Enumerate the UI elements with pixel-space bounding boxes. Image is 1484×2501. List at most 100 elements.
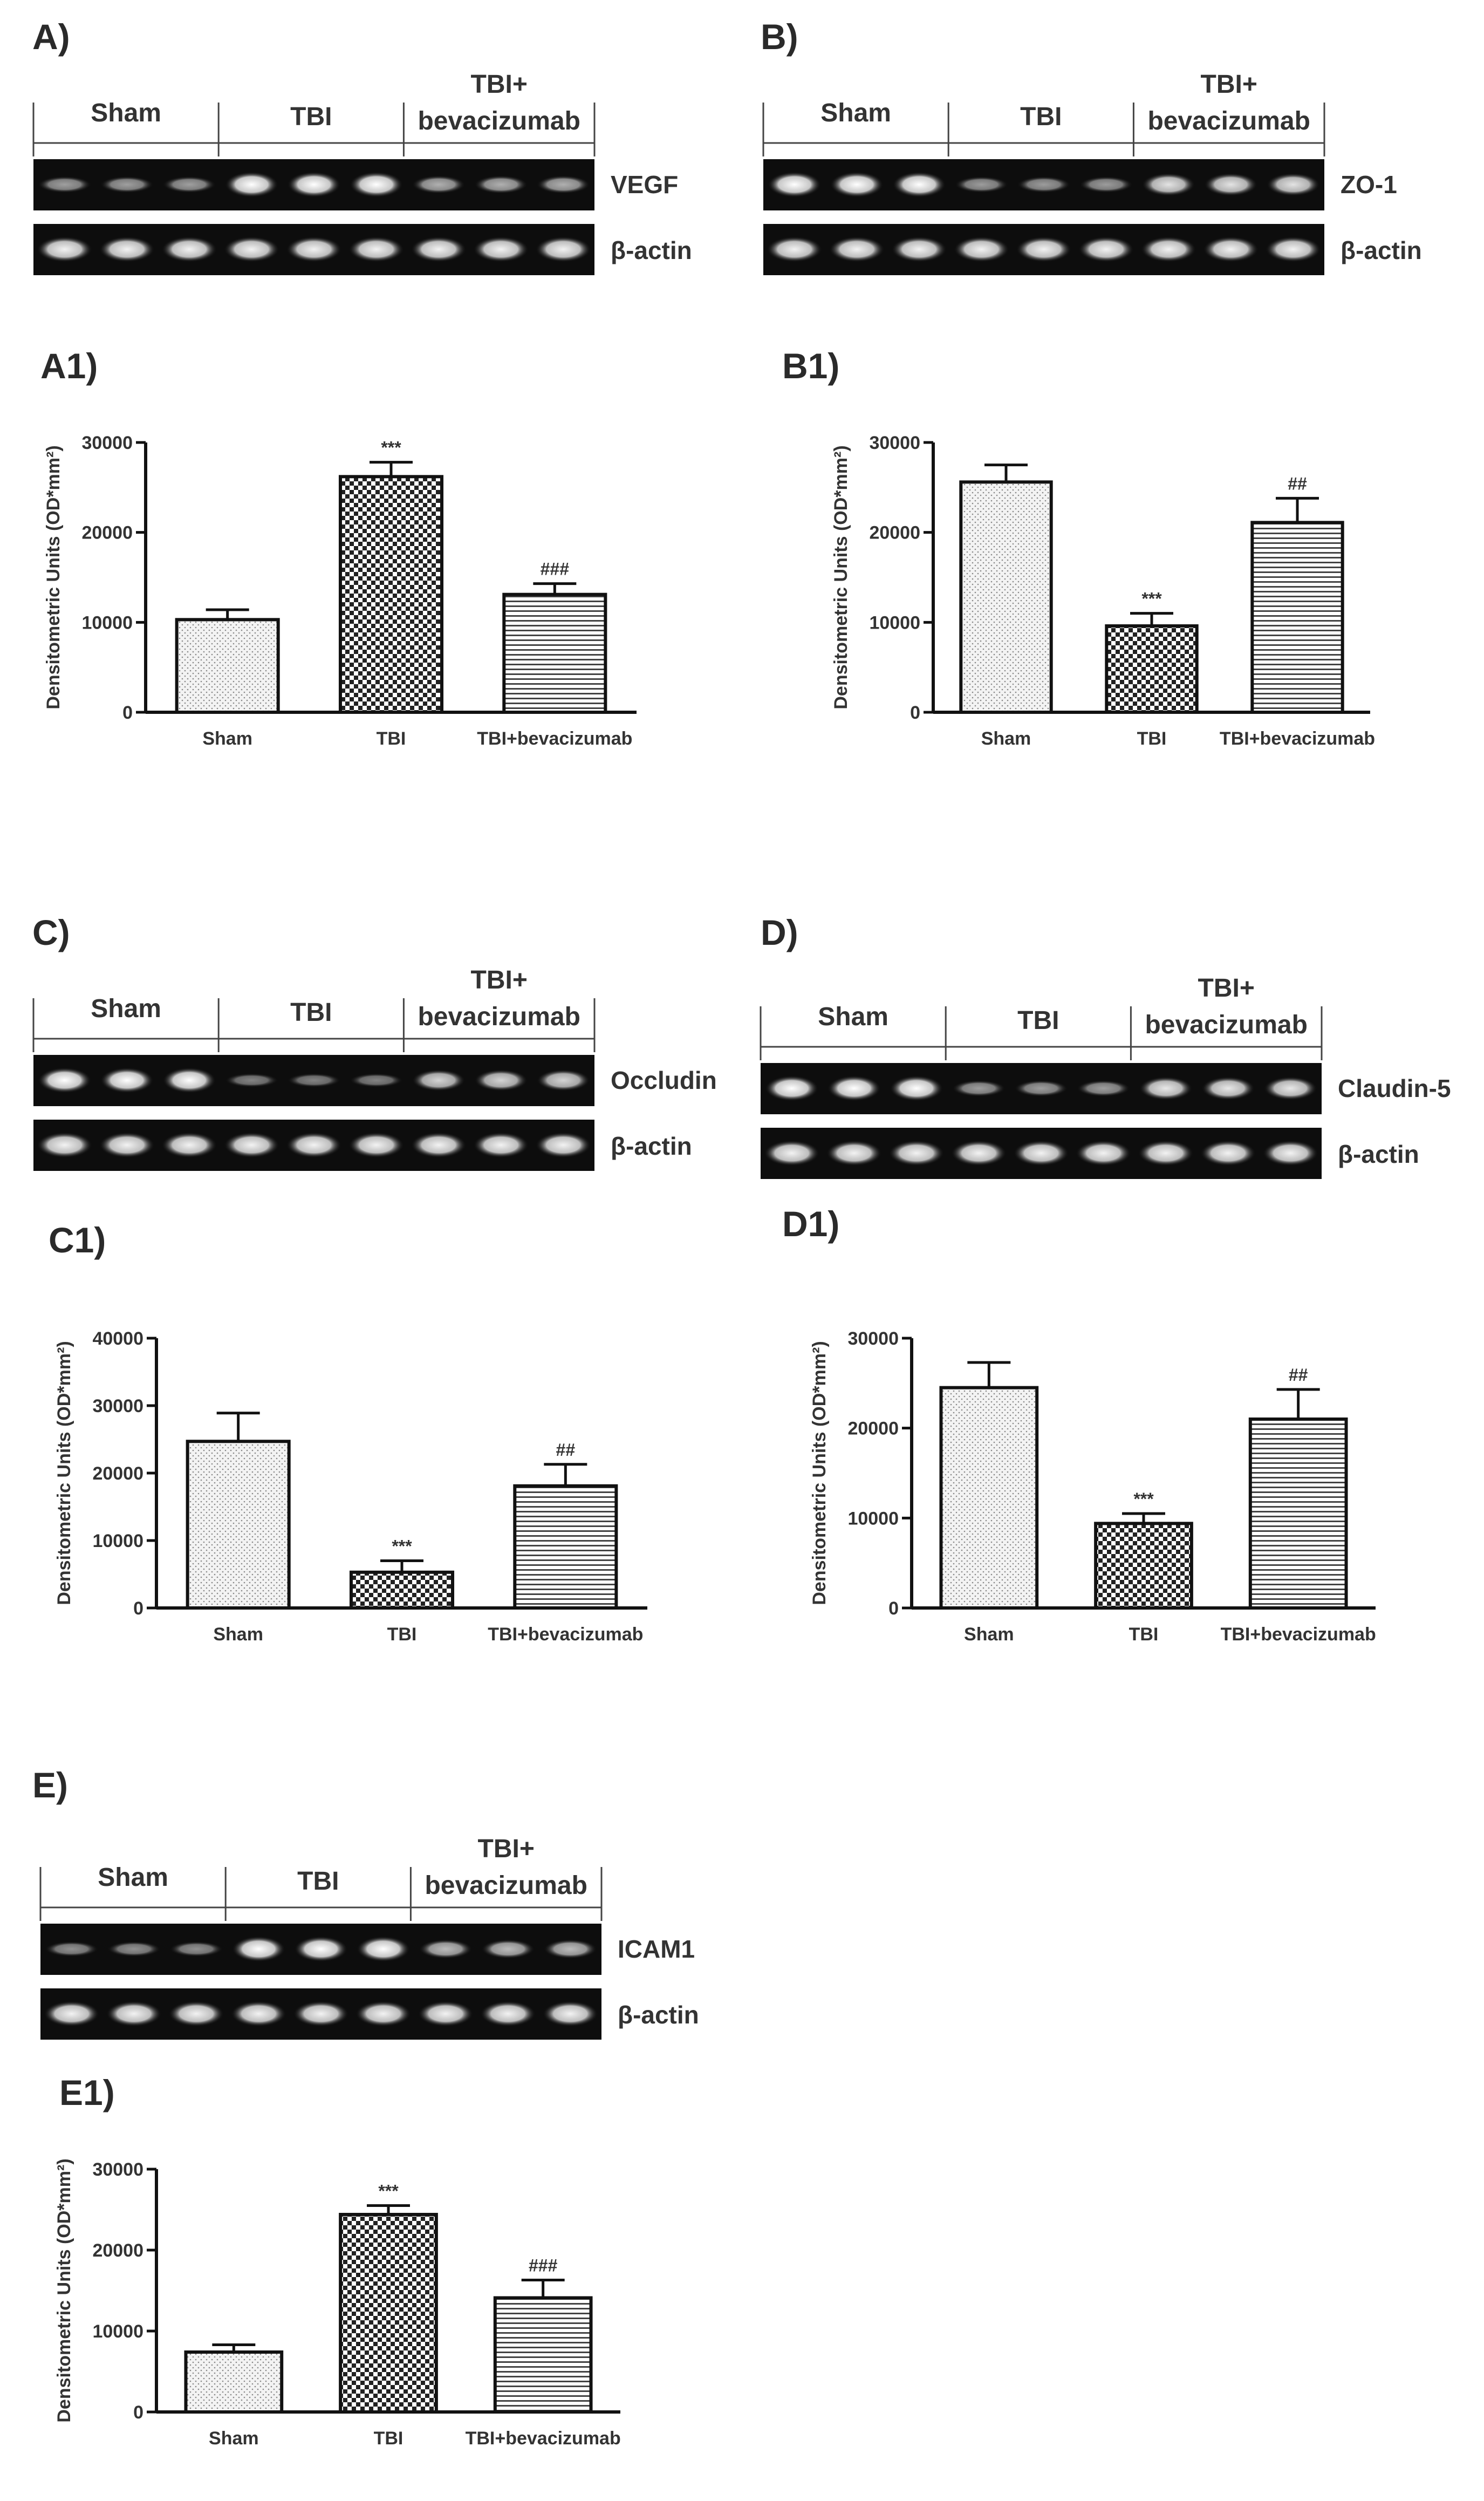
significance-label: ### bbox=[529, 2256, 558, 2275]
blot-group-label: TBI bbox=[290, 103, 332, 131]
actin-band bbox=[418, 2001, 474, 2027]
actin-band bbox=[953, 236, 1010, 262]
blot-group-label: Sham bbox=[91, 99, 161, 127]
target-band bbox=[536, 175, 591, 194]
y-tick-label: 20000 bbox=[92, 1463, 143, 1484]
target-band bbox=[100, 1067, 154, 1093]
x-tick-label: TBI bbox=[1137, 728, 1167, 749]
bar bbox=[184, 2350, 284, 2414]
panel-label-b1: B1) bbox=[782, 346, 840, 386]
y-tick-label: 30000 bbox=[81, 433, 133, 453]
actin-band bbox=[542, 2001, 599, 2027]
target-band bbox=[536, 1069, 591, 1092]
x-tick-label: TBI+bevacizumab bbox=[1220, 728, 1375, 749]
target-band bbox=[1263, 1076, 1318, 1100]
x-tick-label: TBI+bevacizumab bbox=[477, 728, 632, 749]
control-label: β-actin bbox=[1341, 236, 1422, 264]
actin-band bbox=[43, 2001, 100, 2027]
blot-group-label: bevacizumab bbox=[425, 1871, 587, 1900]
bar bbox=[349, 1570, 455, 1610]
x-tick-label: TBI+bevacizumab bbox=[1221, 1624, 1376, 1645]
blot-group-label: bevacizumab bbox=[418, 1003, 580, 1031]
actin-band bbox=[950, 1140, 1007, 1166]
target-band bbox=[419, 1939, 473, 1959]
blot-d: Sham TBI TBI+ bevacizumab Claudin-5 β-actin bbox=[760, 974, 1473, 1190]
significance-label: *** bbox=[1133, 1489, 1154, 1509]
y-tick-label: 10000 bbox=[92, 2321, 143, 2342]
blot-a: Sham TBI TBI+ bevacizumab VEGF β-actin bbox=[32, 70, 724, 286]
target-band bbox=[474, 175, 528, 194]
actin-band bbox=[106, 2001, 162, 2027]
target-band bbox=[830, 172, 884, 197]
panel-label-a: A) bbox=[32, 17, 70, 57]
y-tick-label: 30000 bbox=[92, 2159, 143, 2180]
target-band bbox=[224, 1073, 279, 1088]
actin-band bbox=[355, 2001, 412, 2027]
target-band bbox=[764, 1075, 819, 1101]
target-band bbox=[287, 172, 341, 197]
band-label: ICAM1 bbox=[618, 1935, 695, 1963]
target-band bbox=[349, 1073, 404, 1088]
blot-group-label: bevacizumab bbox=[1145, 1011, 1307, 1039]
y-tick-label: 30000 bbox=[869, 433, 920, 453]
blot-group-label: TBI bbox=[1017, 1006, 1059, 1035]
y-tick-label: 0 bbox=[133, 1598, 143, 1619]
target-band bbox=[37, 176, 92, 193]
actin-band bbox=[480, 2001, 536, 2027]
blot-group-label: TBI+ bbox=[471, 70, 528, 99]
bar bbox=[186, 1440, 291, 1610]
x-tick-label: Sham bbox=[964, 1624, 1014, 1645]
target-band bbox=[543, 1939, 598, 1959]
actin-band bbox=[888, 1140, 945, 1166]
target-band bbox=[294, 1936, 348, 1962]
actin-band bbox=[230, 2001, 287, 2027]
actin-band bbox=[1138, 1140, 1194, 1166]
target-band bbox=[1266, 173, 1321, 196]
blot-group-label: bevacizumab bbox=[1147, 107, 1310, 135]
bar bbox=[175, 618, 280, 714]
actin-band bbox=[535, 1132, 592, 1158]
actin-band bbox=[286, 1132, 342, 1158]
bar bbox=[939, 1386, 1039, 1610]
actin-band bbox=[293, 2001, 349, 2027]
actin-band bbox=[36, 236, 93, 262]
chart-a1: 0 10000 20000 30000 Densitometric Units (OD*… bbox=[22, 421, 669, 799]
target-band bbox=[169, 1941, 223, 1957]
target-band bbox=[1076, 1080, 1131, 1097]
chart-b1: 0 10000 20000 30000 Densitometric Units (OD*… bbox=[809, 421, 1403, 799]
bar bbox=[493, 2296, 593, 2414]
target-band bbox=[44, 1941, 99, 1957]
significance-label: *** bbox=[378, 2182, 399, 2201]
x-tick-label: Sham bbox=[209, 2428, 259, 2449]
significance-label: ## bbox=[556, 1440, 576, 1460]
actin-band bbox=[766, 236, 823, 262]
panel-label-c: C) bbox=[32, 912, 70, 952]
x-tick-label: Sham bbox=[981, 728, 1031, 749]
blot-group-label: TBI bbox=[297, 1867, 339, 1896]
y-tick-label: 20000 bbox=[847, 1419, 899, 1439]
y-axis-label: Densitometric Units (OD*mm²) bbox=[54, 1341, 74, 1605]
y-tick-label: 40000 bbox=[92, 1328, 143, 1349]
y-tick-label: 10000 bbox=[869, 612, 920, 633]
x-tick-label: TBI+bevacizumab bbox=[488, 1624, 643, 1645]
x-tick-label: TBI bbox=[1129, 1624, 1159, 1645]
target-band bbox=[1079, 176, 1133, 193]
x-tick-label: TBI bbox=[387, 1624, 417, 1645]
blot-group-label: TBI bbox=[290, 998, 332, 1027]
actin-band bbox=[1200, 1140, 1256, 1166]
bar bbox=[339, 2213, 438, 2414]
actin-band bbox=[36, 1132, 93, 1158]
y-tick-label: 0 bbox=[133, 2402, 143, 2423]
target-band bbox=[356, 1936, 411, 1962]
significance-label: ## bbox=[1288, 474, 1307, 493]
blot-e: Sham TBI TBI+ bevacizumab ICAM1 β-actin bbox=[39, 1835, 731, 2050]
control-label: β-actin bbox=[611, 236, 692, 264]
bar bbox=[502, 592, 607, 714]
blot-group-label: bevacizumab bbox=[418, 107, 580, 135]
significance-label: *** bbox=[381, 438, 401, 458]
target-band bbox=[231, 1936, 286, 1962]
actin-band bbox=[891, 236, 947, 262]
target-band bbox=[224, 172, 279, 197]
band-label: Claudin-5 bbox=[1338, 1074, 1451, 1102]
actin-band bbox=[348, 1132, 405, 1158]
